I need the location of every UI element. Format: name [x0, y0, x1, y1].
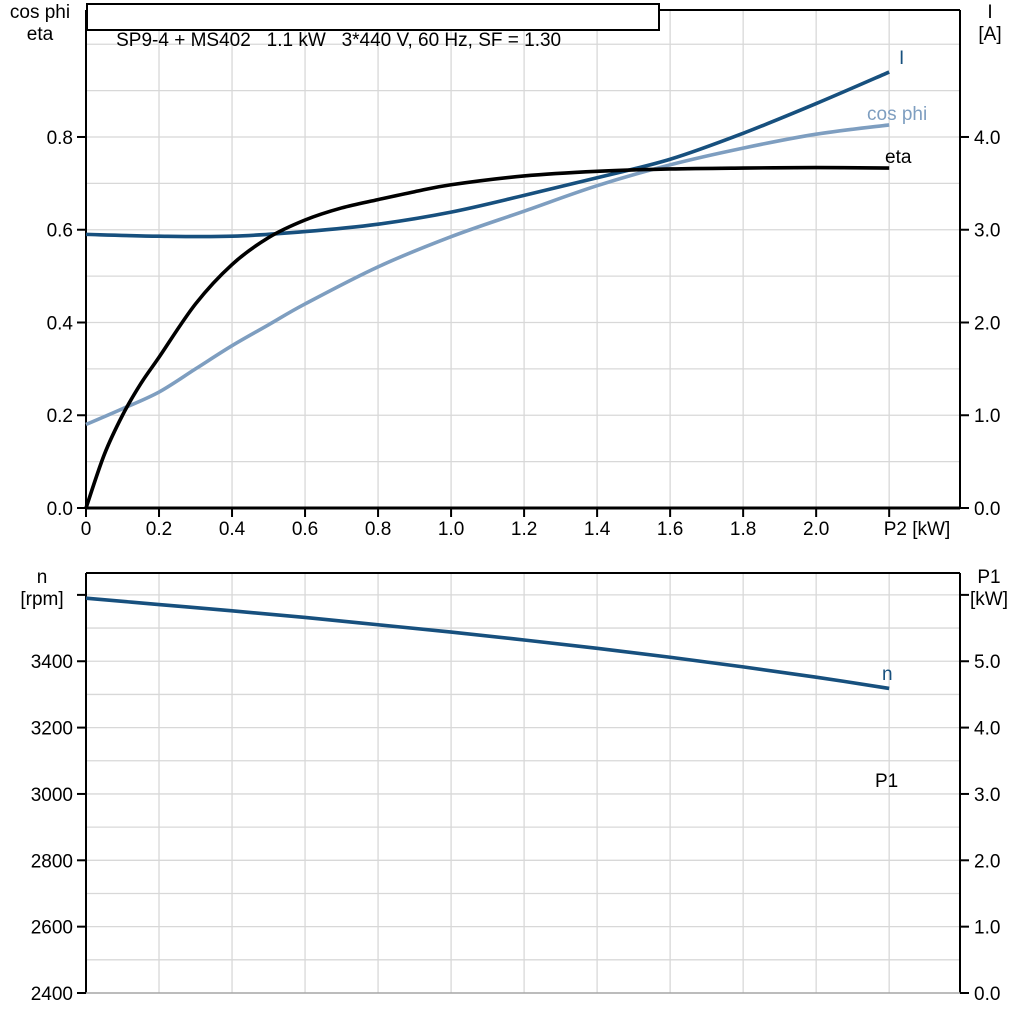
axis-title-line: n	[36, 567, 48, 588]
upper-right-axis-title: I [A]	[958, 2, 1022, 46]
axis-title-line: I	[987, 2, 993, 23]
lower-right-axis-title: P1 [kW]	[956, 567, 1022, 611]
chart-title: SP9-4 + MS402 1.1 kW 3*440 V, 60 Hz, SF …	[116, 30, 562, 51]
svg-text:0: 0	[81, 519, 92, 540]
svg-text:0.6: 0.6	[292, 519, 318, 540]
svg-text:0.4: 0.4	[219, 519, 246, 540]
svg-text:4.0: 4.0	[974, 719, 1000, 740]
curve-label-n: n	[882, 664, 893, 685]
svg-text:0.4: 0.4	[47, 313, 74, 334]
svg-text:1.2: 1.2	[511, 519, 537, 540]
curve-label-eta: eta	[885, 147, 912, 168]
svg-text:2600: 2600	[31, 918, 73, 939]
lower-left-axis-title: n [rpm]	[0, 567, 84, 611]
curve-n	[85, 596, 890, 691]
svg-text:0.0: 0.0	[974, 499, 1000, 520]
axis-title-line: cos phi	[9, 2, 71, 23]
svg-text:3.0: 3.0	[974, 785, 1000, 806]
svg-text:2400: 2400	[31, 984, 73, 1005]
svg-text:4.0: 4.0	[974, 128, 1000, 149]
svg-text:1.0: 1.0	[974, 918, 1000, 939]
axis-title-line: P1	[977, 567, 1001, 588]
svg-text:5.0: 5.0	[974, 652, 1000, 673]
svg-text:1.6: 1.6	[657, 519, 683, 540]
svg-text:3.0: 3.0	[974, 221, 1000, 242]
svg-text:P2 [kW]: P2 [kW]	[884, 519, 951, 540]
axis-title-line: [kW]	[970, 589, 1008, 610]
axis-title-line: eta	[26, 24, 54, 45]
axis-title-line: [A]	[978, 24, 1002, 45]
svg-text:1.0: 1.0	[438, 519, 464, 540]
chart-title-box: SP9-4 + MS402 1.1 kW 3*440 V, 60 Hz, SF …	[86, 3, 660, 51]
svg-text:0.8: 0.8	[47, 128, 73, 149]
axis-title-line: [rpm]	[20, 589, 64, 610]
svg-text:0.0: 0.0	[974, 984, 1000, 1005]
svg-text:0.2: 0.2	[47, 406, 73, 427]
svg-text:0.2: 0.2	[146, 519, 172, 540]
curve-label-P1: P1	[875, 771, 898, 792]
curve-label-I: I	[899, 48, 904, 69]
svg-text:3200: 3200	[31, 719, 73, 740]
svg-text:3000: 3000	[31, 785, 73, 806]
svg-text:1.0: 1.0	[974, 406, 1000, 427]
svg-text:2.0: 2.0	[803, 519, 829, 540]
svg-text:0.8: 0.8	[365, 519, 391, 540]
svg-text:2800: 2800	[31, 851, 73, 872]
svg-text:2.0: 2.0	[974, 851, 1000, 872]
svg-text:1.8: 1.8	[730, 519, 756, 540]
curve-label-cos-phi: cos phi	[867, 104, 927, 125]
svg-text:1.4: 1.4	[584, 519, 611, 540]
upper-left-axis-title: cos phi eta	[0, 2, 80, 46]
svg-text:2.0: 2.0	[974, 313, 1000, 334]
curve-eta	[84, 165, 890, 509]
svg-text:3400: 3400	[31, 652, 73, 673]
svg-text:0.0: 0.0	[47, 499, 73, 520]
curve-I	[85, 70, 890, 239]
svg-text:0.6: 0.6	[47, 221, 73, 242]
curve-cos-phi	[85, 123, 890, 427]
